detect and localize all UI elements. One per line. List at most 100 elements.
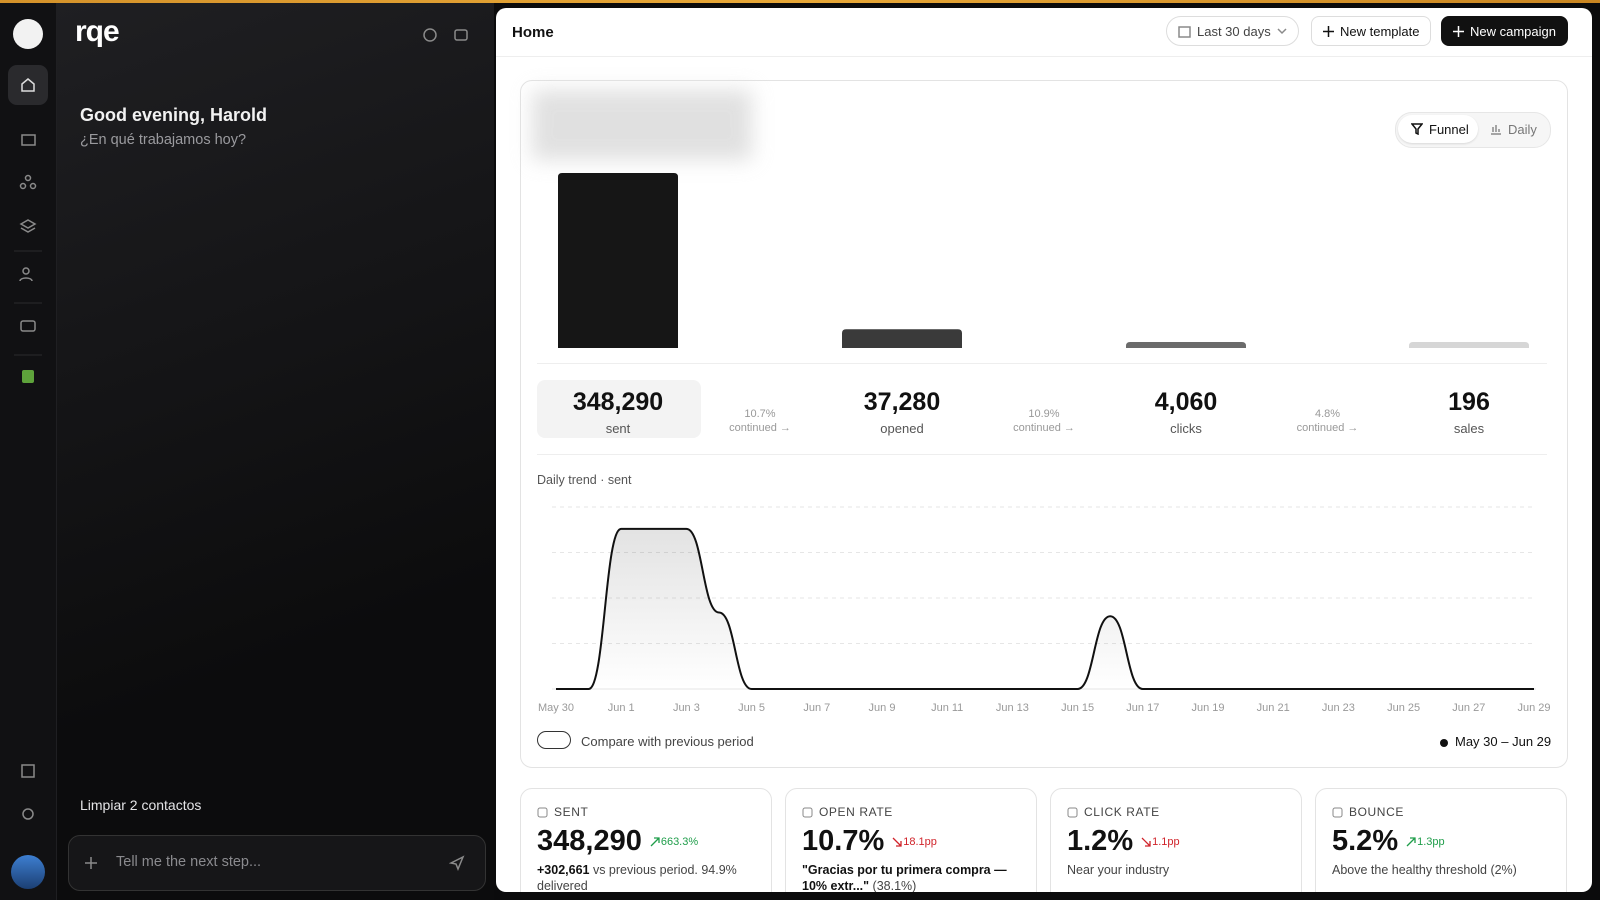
kpi-detail: Above the healthy threshold (2%) bbox=[1332, 862, 1550, 878]
kpi-change-value: 1.3pp bbox=[1417, 835, 1445, 848]
kpi-detail-text: vs previous period. 94.9% delivered bbox=[537, 863, 737, 892]
kpi-card: BOUNCE 5.2% 1.3pp Above the healthy thresho… bbox=[1315, 788, 1567, 892]
kpi-card: OPEN RATE 10.7% 18.1pp "Gracias por tu prim… bbox=[785, 788, 1037, 892]
greeting-subtitle: ¿En qué trabajamos hoy? bbox=[80, 132, 247, 148]
conversion-rate: 10.9% continued → bbox=[984, 407, 1104, 435]
trend-arrow bbox=[1141, 837, 1151, 847]
greeting: Good evening, Harold bbox=[80, 105, 268, 125]
rate-note: continued → bbox=[729, 422, 791, 434]
bot-icon[interactable] bbox=[20, 320, 36, 332]
assistant-panel: rqe Good evening, Harold ¿En qué trabaja… bbox=[57, 3, 522, 900]
step-label: sent bbox=[605, 421, 631, 436]
date-range-button[interactable]: Last 30 days bbox=[1166, 16, 1299, 46]
flows-icon[interactable] bbox=[19, 174, 37, 190]
kpi-detail-strong: +302,661 bbox=[537, 863, 590, 877]
main-panel: Home Last 30 days New template New campa… bbox=[496, 8, 1592, 892]
kpi-value: 1.2% bbox=[1067, 825, 1134, 857]
step-value: 196 bbox=[1448, 388, 1490, 416]
rate-note: continued → bbox=[1013, 422, 1075, 434]
suggestion[interactable]: Limpiar 2 contactos bbox=[80, 797, 202, 813]
kpi-value-row: 348,290 663.3% bbox=[537, 825, 755, 858]
page-title: Home bbox=[512, 24, 554, 41]
view-toggle: Funnel Daily bbox=[1395, 112, 1551, 148]
window-icon[interactable] bbox=[454, 29, 468, 41]
filter-icon bbox=[1411, 123, 1423, 135]
kpi-icon bbox=[1332, 807, 1343, 817]
kpi-value-row: 5.2% 1.3pp bbox=[1332, 825, 1550, 858]
kpi-detail-text: Near your industry bbox=[1067, 863, 1170, 877]
user-avatar[interactable] bbox=[11, 855, 45, 889]
kpi-detail-text: Above the healthy threshold (2%) bbox=[1332, 863, 1517, 877]
workspace-avatar[interactable] bbox=[13, 19, 43, 49]
kpi-detail-strong: "Gracias por tu primera compra — 10% ext… bbox=[802, 863, 1007, 892]
kpi-card: CLICK RATE 1.2% 1.1pp Near your industry bbox=[1050, 788, 1302, 892]
plus-icon bbox=[1453, 25, 1464, 37]
new-template-button[interactable]: New template bbox=[1311, 16, 1432, 46]
daily-tab-label: Daily bbox=[1508, 121, 1537, 137]
funnel-step: 196 sales bbox=[1387, 382, 1551, 436]
kpi-label: CLICK RATE bbox=[1084, 805, 1160, 819]
kpi-change-value: 18.1pp bbox=[903, 835, 937, 848]
kpi-change: 1.1pp bbox=[1141, 836, 1180, 848]
kpi-label: BOUNCE bbox=[1349, 805, 1404, 819]
funnel-tab[interactable]: Funnel bbox=[1398, 115, 1478, 143]
nav-icons bbox=[14, 134, 42, 383]
mail-icon[interactable] bbox=[21, 134, 36, 146]
kpi-label-row: SENT bbox=[537, 805, 755, 819]
new-campaign-label: New campaign bbox=[1470, 23, 1556, 39]
compare-label: Compare with previous period bbox=[581, 734, 754, 749]
kpi-label-row: CLICK RATE bbox=[1067, 805, 1285, 819]
kpi-change: 1.3pp bbox=[1406, 836, 1445, 848]
history-icon[interactable] bbox=[423, 28, 437, 42]
input-placeholder: Tell me the next step... bbox=[116, 854, 262, 870]
brand-logo: rqe bbox=[75, 15, 120, 48]
kpi-change: 18.1pp bbox=[892, 836, 937, 848]
kpi-change-value: 663.3% bbox=[660, 835, 699, 848]
rate-value: 10.7% bbox=[744, 408, 776, 420]
step-value: 348,290 bbox=[572, 388, 664, 416]
kpi-label-row: OPEN RATE bbox=[802, 805, 1020, 819]
step-value: 37,280 bbox=[863, 388, 941, 416]
separator bbox=[537, 363, 1547, 364]
top-accent bbox=[0, 0, 1600, 3]
nav-bottom-icons bbox=[21, 764, 35, 820]
calendar-icon bbox=[1178, 25, 1191, 38]
separator bbox=[537, 454, 1547, 455]
chat-input[interactable]: Tell me the next step... bbox=[68, 835, 486, 891]
rate-note: continued → bbox=[1296, 422, 1359, 434]
settings-icon[interactable] bbox=[22, 808, 34, 820]
redacted-headline bbox=[532, 90, 752, 160]
funnel-card bbox=[520, 80, 1568, 768]
kpi-label: OPEN RATE bbox=[819, 805, 893, 819]
icon-rail bbox=[0, 3, 57, 900]
funnel-step: 37,280 opened bbox=[820, 382, 984, 436]
step-label: sales bbox=[1453, 421, 1485, 436]
new-template-label: New template bbox=[1340, 23, 1420, 39]
caret-icon bbox=[1277, 28, 1287, 35]
kpi-value-row: 10.7% 18.1pp bbox=[802, 825, 1020, 858]
kpi-change: 663.3% bbox=[650, 836, 698, 848]
rate-value: 4.8% bbox=[1314, 408, 1341, 420]
daily-tab[interactable]: Daily bbox=[1490, 115, 1537, 143]
apps-icon[interactable] bbox=[21, 764, 35, 778]
new-campaign-button[interactable]: New campaign bbox=[1441, 16, 1568, 46]
contacts-icon[interactable] bbox=[19, 267, 33, 282]
kpi-change-value: 1.1pp bbox=[1152, 835, 1180, 848]
plus-icon[interactable] bbox=[83, 855, 99, 871]
kpi-value: 348,290 bbox=[537, 825, 642, 857]
compare-toggle[interactable] bbox=[537, 731, 571, 749]
bars-icon bbox=[1491, 125, 1501, 135]
step-label: opened bbox=[880, 421, 924, 436]
trend-arrow bbox=[1406, 836, 1416, 846]
nav-home-active[interactable] bbox=[8, 65, 48, 105]
kpi-detail: Near your industry bbox=[1067, 862, 1285, 878]
panel-icons bbox=[423, 28, 468, 42]
layers-icon[interactable] bbox=[19, 219, 37, 233]
shopify-icon[interactable] bbox=[22, 370, 34, 383]
trend-arrow bbox=[892, 837, 902, 847]
send-icon[interactable] bbox=[449, 855, 465, 871]
kpi-detail-text: (38.1%) bbox=[869, 879, 917, 892]
period-dot bbox=[1440, 739, 1448, 747]
kpi-detail: +302,661 vs previous period. 94.9% deliv… bbox=[537, 862, 755, 892]
